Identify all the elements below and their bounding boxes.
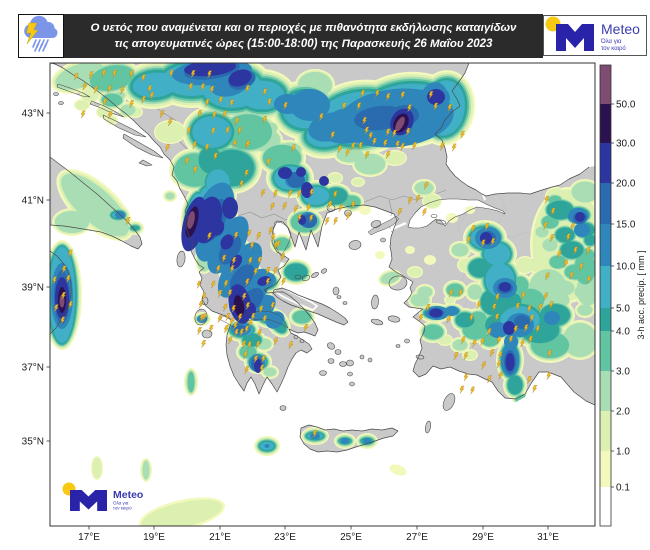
svg-text:1.0: 1.0: [616, 447, 630, 458]
svg-text:39°N: 39°N: [22, 283, 44, 294]
svg-text:31°E: 31°E: [537, 532, 559, 543]
svg-text:37°N: 37°N: [22, 363, 44, 374]
svg-text:2.0: 2.0: [616, 407, 630, 418]
svg-text:20.0: 20.0: [616, 179, 636, 190]
svg-text:3.0: 3.0: [616, 367, 630, 378]
svg-text:17°E: 17°E: [78, 532, 100, 543]
svg-text:τον καιρό: τον καιρό: [113, 505, 132, 511]
svg-text:0.1: 0.1: [616, 483, 630, 494]
svg-text:50.0: 50.0: [616, 100, 636, 111]
svg-text:τον καιρό: τον καιρό: [601, 45, 626, 52]
svg-text:21°E: 21°E: [209, 532, 231, 543]
svg-text:10.0: 10.0: [616, 262, 636, 273]
svg-text:15.0: 15.0: [616, 220, 636, 231]
svg-text:29°E: 29°E: [472, 532, 494, 543]
svg-text:19°E: 19°E: [143, 532, 165, 543]
svg-text:Meteo: Meteo: [601, 21, 640, 37]
svg-text:43°N: 43°N: [22, 109, 44, 120]
svg-text:27°E: 27°E: [406, 532, 428, 543]
svg-text:3-h acc. precip. [ mm ]: 3-h acc. precip. [ mm ]: [636, 250, 646, 339]
svg-text:4.0: 4.0: [616, 327, 630, 338]
svg-text:Meteo: Meteo: [113, 489, 143, 501]
svg-text:5.0: 5.0: [616, 304, 630, 315]
svg-text:Όλα για: Όλα για: [600, 39, 622, 45]
svg-text:35°N: 35°N: [22, 437, 44, 448]
svg-text:Όλα για: Όλα για: [112, 501, 129, 506]
svg-text:41°N: 41°N: [22, 196, 44, 207]
svg-text:23°E: 23°E: [274, 532, 296, 543]
svg-text:25°E: 25°E: [340, 532, 362, 543]
svg-text:30.0: 30.0: [616, 139, 636, 150]
